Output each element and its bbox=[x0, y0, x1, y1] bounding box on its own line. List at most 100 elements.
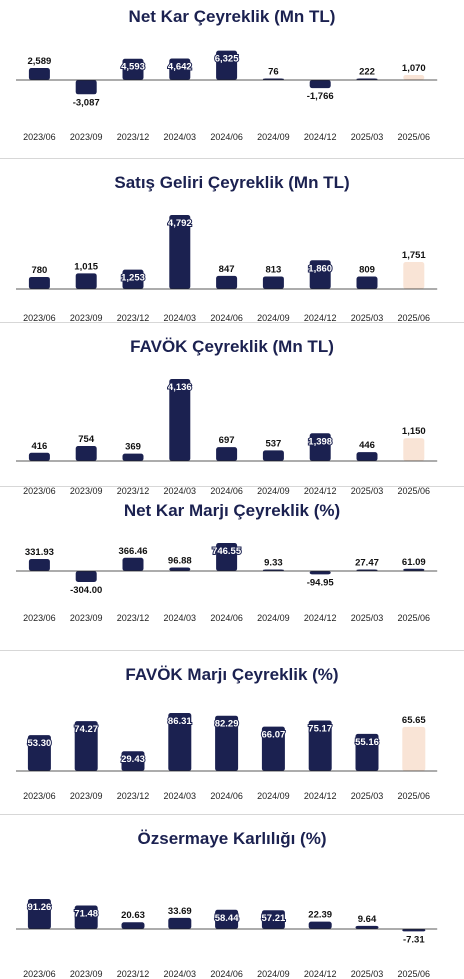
value-label: 61.09 bbox=[402, 557, 426, 568]
category-label: 2024/09 bbox=[257, 486, 290, 496]
bar-2024/06 bbox=[216, 275, 238, 289]
category-label: 2025/06 bbox=[398, 132, 431, 142]
value-label: -1,766 bbox=[307, 91, 334, 102]
category-label: 2023/12 bbox=[117, 791, 150, 801]
category-label: 2025/03 bbox=[351, 613, 384, 623]
bar-2024/03 bbox=[169, 58, 191, 80]
bar-2025/06 bbox=[403, 261, 425, 289]
bar-2024/12 bbox=[309, 571, 331, 575]
bar-2023/06 bbox=[28, 68, 50, 80]
category-label: 2024/03 bbox=[164, 132, 197, 142]
category-label: 2023/06 bbox=[23, 791, 56, 801]
bar-2023/12 bbox=[122, 269, 144, 289]
category-label: 2023/12 bbox=[117, 313, 150, 323]
value-label: 222 bbox=[359, 67, 375, 78]
value-label: 697 bbox=[219, 435, 235, 446]
bar-2025/06 bbox=[403, 438, 425, 461]
bar-2023/09 bbox=[75, 446, 97, 461]
bar-2024/03 bbox=[169, 567, 191, 571]
net-kar-chart: 2,589 2023/06 -3,087 2023/09 4,593 2023/12 4,6… bbox=[16, 50, 438, 142]
category-label: 2025/06 bbox=[398, 791, 431, 801]
bar-2023/06 bbox=[28, 559, 50, 571]
category-label: 2024/09 bbox=[257, 969, 290, 979]
net-kar-panel: Net Kar Çeyreklik (Mn TL) 2,589 2023/06 -3… bbox=[0, 0, 464, 158]
value-label: 86.31 bbox=[168, 716, 192, 727]
value-label: 1,150 bbox=[402, 426, 426, 437]
category-label: 2025/03 bbox=[351, 791, 384, 801]
value-label: 55.16 bbox=[355, 737, 379, 748]
value-label: 27.47 bbox=[355, 558, 379, 569]
bar-2023/06 bbox=[28, 452, 50, 461]
bar-2023/09 bbox=[75, 571, 97, 582]
category-label: 2024/12 bbox=[304, 313, 337, 323]
value-label: 71.48 bbox=[74, 909, 98, 920]
value-label: 22.39 bbox=[308, 910, 332, 921]
category-label: 2023/09 bbox=[70, 486, 103, 496]
value-label: 4,792 bbox=[168, 218, 192, 229]
ozsermaye-karliligi-panel: Özsermaye Karlılığı (%) 91.26 2023/06 71.4… bbox=[0, 814, 464, 979]
value-label: 1,015 bbox=[74, 261, 98, 272]
panel-title: Net Kar Çeyreklik (Mn TL) bbox=[128, 7, 336, 26]
bar-2025/06 bbox=[403, 568, 425, 571]
bar-2024/03 bbox=[169, 215, 191, 289]
panel-title: Net Kar Marjı Çeyreklik (%) bbox=[123, 501, 341, 520]
value-label: 4,642 bbox=[168, 61, 192, 72]
category-label: 2023/09 bbox=[70, 313, 103, 323]
category-label: 2023/06 bbox=[23, 969, 56, 979]
bar-2025/06 bbox=[402, 726, 426, 771]
bar-2023/12 bbox=[121, 922, 145, 929]
bar-2023/12 bbox=[122, 58, 144, 80]
value-label: 96.88 bbox=[168, 555, 192, 566]
bar-2025/06 bbox=[403, 75, 425, 80]
bar-2024/03 bbox=[168, 713, 192, 771]
category-label: 2023/12 bbox=[117, 132, 150, 142]
bar-2024/12 bbox=[309, 433, 331, 461]
favok-chart: 416 2023/06 754 2023/09 369 2023/12 4,136 2024/… bbox=[16, 379, 438, 496]
value-label: 746.55 bbox=[212, 546, 242, 557]
bar-2023/06 bbox=[28, 276, 50, 289]
category-label: 2025/03 bbox=[351, 969, 384, 979]
category-label: 2023/09 bbox=[70, 791, 103, 801]
bar-2023/12 bbox=[121, 751, 145, 771]
value-label: 9.33 bbox=[264, 558, 283, 569]
favok-marji-chart: 53.30 2023/06 74.27 2023/09 29.43 2023/12 86.3… bbox=[16, 713, 438, 801]
bar-2023/09 bbox=[75, 80, 97, 95]
category-label: 2024/06 bbox=[210, 486, 243, 496]
category-label: 2024/12 bbox=[304, 613, 337, 623]
value-label: 6,325 bbox=[215, 54, 239, 65]
value-label: 2,589 bbox=[28, 56, 52, 67]
value-label: 4,136 bbox=[168, 382, 192, 393]
category-label: 2023/12 bbox=[117, 486, 150, 496]
value-label: 537 bbox=[265, 438, 281, 449]
category-label: 2024/06 bbox=[210, 313, 243, 323]
value-label: 58.44 bbox=[215, 913, 239, 924]
bar-2025/03 bbox=[355, 925, 379, 929]
bar-2023/12 bbox=[122, 557, 144, 571]
category-label: 2024/06 bbox=[210, 791, 243, 801]
ozsermaye-karliligi-chart: 91.26 2023/06 71.48 2023/09 20.63 2023/12 33.6… bbox=[16, 899, 438, 979]
bar-2024/12 bbox=[308, 921, 332, 929]
bar-2024/12 bbox=[308, 720, 332, 771]
category-label: 2023/09 bbox=[70, 969, 103, 979]
category-label: 2024/03 bbox=[164, 791, 197, 801]
category-label: 2023/12 bbox=[117, 613, 150, 623]
bar-2024/09 bbox=[261, 910, 285, 929]
bar-2024/03 bbox=[169, 379, 191, 461]
category-label: 2023/09 bbox=[70, 613, 103, 623]
value-label: 53.30 bbox=[28, 738, 52, 749]
bar-2024/06 bbox=[215, 715, 239, 771]
bar-2025/03 bbox=[356, 276, 378, 289]
value-label: 29.43 bbox=[121, 754, 145, 765]
bar-2025/06 bbox=[402, 929, 426, 932]
category-label: 2024/09 bbox=[257, 791, 290, 801]
value-label: -94.95 bbox=[307, 577, 335, 588]
bar-2024/06 bbox=[215, 909, 239, 929]
value-label: 780 bbox=[31, 265, 47, 276]
value-label: -7.31 bbox=[403, 934, 425, 945]
value-label: 1,253 bbox=[121, 273, 145, 284]
category-label: 2023/06 bbox=[23, 313, 56, 323]
category-label: 2024/09 bbox=[257, 132, 290, 142]
value-label: -3,087 bbox=[73, 97, 100, 108]
category-label: 2024/09 bbox=[257, 313, 290, 323]
bar-2025/03 bbox=[356, 452, 378, 461]
